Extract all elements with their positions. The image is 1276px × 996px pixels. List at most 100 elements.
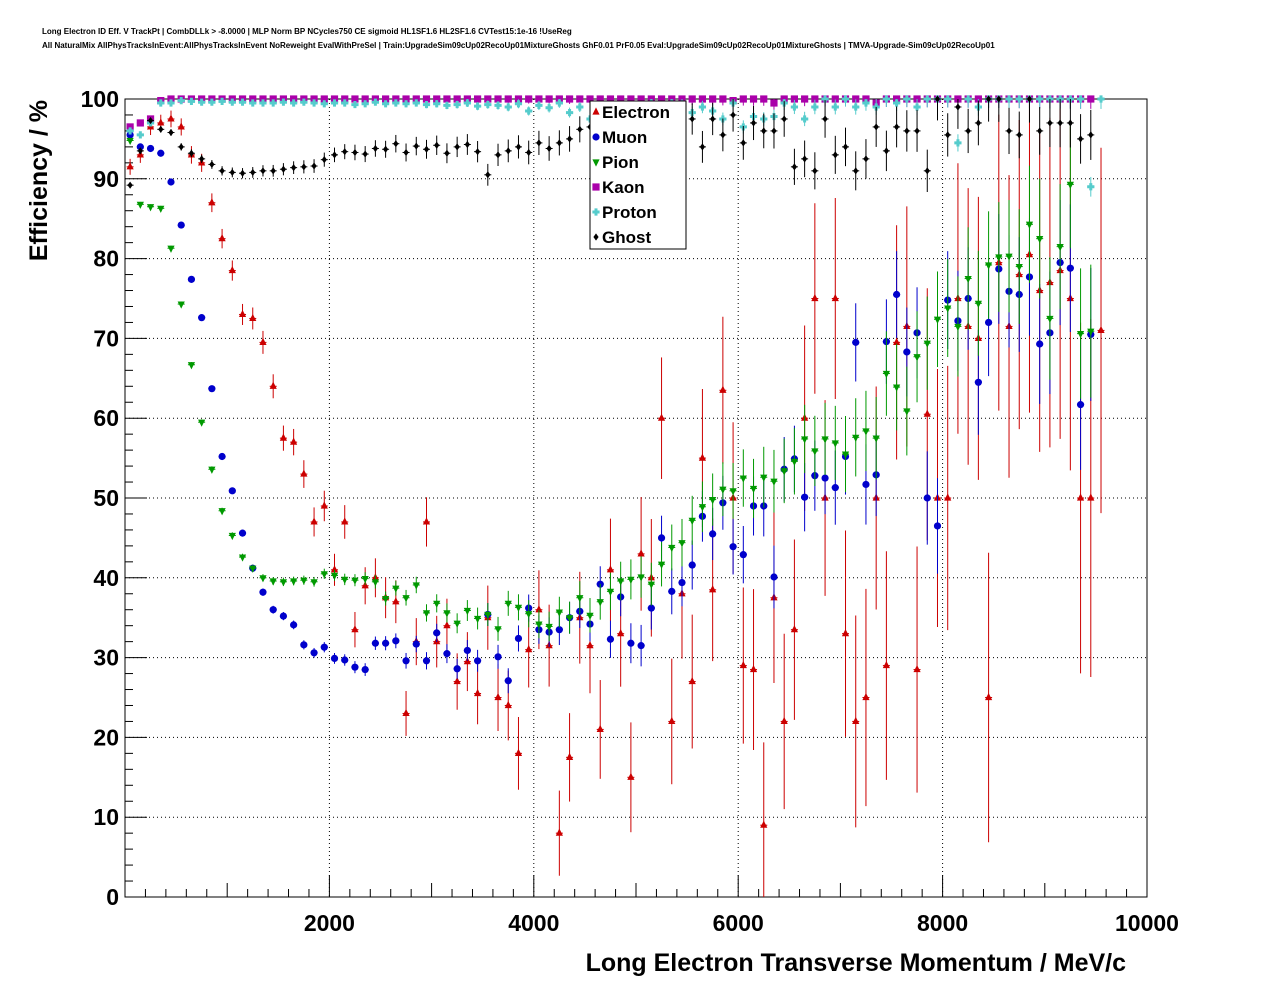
muon-point xyxy=(1076,401,1085,409)
electron-point xyxy=(126,162,134,170)
electron-point xyxy=(525,645,533,653)
pion-point xyxy=(790,458,799,466)
proton-point xyxy=(514,100,523,108)
pion-point xyxy=(668,544,676,553)
muon-point xyxy=(1036,340,1044,348)
proton-point xyxy=(187,97,196,105)
proton-point xyxy=(1087,183,1095,191)
pion-point xyxy=(576,595,584,603)
ghost-point xyxy=(280,165,287,173)
proton-point xyxy=(1036,95,1044,103)
kaon-point xyxy=(167,95,175,103)
x-tick-label: 8000 xyxy=(917,910,968,936)
pion-point xyxy=(412,582,420,590)
proton-point xyxy=(330,99,339,107)
proton-point xyxy=(545,104,553,112)
proton-point xyxy=(208,98,216,106)
muon-point xyxy=(382,639,390,647)
ghost-point xyxy=(985,95,992,103)
pion-point xyxy=(187,362,196,370)
y-tick-label: 20 xyxy=(93,724,119,750)
y-axis-title: Efficiency / % xyxy=(25,100,53,261)
pion-point xyxy=(371,579,379,587)
pion-point xyxy=(760,474,768,482)
electron-point xyxy=(514,748,523,756)
axes: 2000 4000 6000 8000 10000 0 10 20 30 40 50 60 70 80 90… xyxy=(81,86,1179,936)
legend-marker-electron xyxy=(592,107,600,115)
muon-point xyxy=(126,131,134,139)
kaon-point xyxy=(310,95,318,103)
electron-point xyxy=(637,549,645,557)
kaon-point xyxy=(709,95,717,103)
x-axis-title: Long Electron Transverse Momentum / MeV/… xyxy=(586,949,1127,977)
proton-point xyxy=(310,99,318,107)
muon-point xyxy=(821,474,829,482)
muon-point xyxy=(412,640,420,648)
pion-point xyxy=(259,575,267,583)
kaon-point xyxy=(269,95,277,103)
muon-point xyxy=(1066,264,1074,272)
y-tick-label: 30 xyxy=(93,645,119,671)
electron-point xyxy=(453,676,461,685)
proton-point xyxy=(177,96,185,105)
figure-header-line2: All NaturalMix AllPhysTracksInEvent:AllP… xyxy=(42,41,995,50)
muon-point xyxy=(269,606,277,614)
muon-point xyxy=(402,657,410,665)
ghost-point xyxy=(321,156,327,164)
muon-point xyxy=(504,677,512,685)
muon-point xyxy=(238,529,247,537)
muon-point xyxy=(514,634,523,643)
electron-point xyxy=(402,708,410,717)
pion-point xyxy=(422,610,431,618)
kaon-point xyxy=(525,95,533,103)
electron-point xyxy=(780,716,788,725)
proton-point xyxy=(913,103,921,111)
pion-point xyxy=(657,561,666,569)
pion-point xyxy=(473,615,482,624)
ghost-point xyxy=(832,151,838,159)
kaon-point xyxy=(770,99,778,107)
ghost-point xyxy=(873,123,879,131)
pion-point xyxy=(361,575,369,584)
muon-point xyxy=(668,587,676,595)
ghost-point xyxy=(1088,131,1094,139)
pion-point xyxy=(647,581,655,589)
muon-point xyxy=(392,637,400,645)
pion-point xyxy=(402,595,410,603)
kaon-point xyxy=(392,95,400,103)
ghost-point xyxy=(383,145,389,153)
electron-point xyxy=(422,517,431,525)
ghost-point xyxy=(219,167,225,175)
legend-label-pion: Pion xyxy=(602,153,639,172)
ghost-point xyxy=(168,128,174,137)
pion-point xyxy=(535,621,543,629)
pion-point xyxy=(320,571,328,579)
electron-point xyxy=(167,114,175,122)
proton-point xyxy=(167,99,175,107)
pion-point xyxy=(780,468,788,476)
kaon-point xyxy=(760,95,768,103)
pion-point xyxy=(310,579,318,587)
pion-point xyxy=(167,245,175,253)
pion-point xyxy=(218,508,226,516)
kaon-point xyxy=(504,95,512,103)
y-tick-label: 40 xyxy=(93,565,119,591)
muon-point xyxy=(279,612,288,620)
pion-point xyxy=(1087,328,1095,336)
ghost-point xyxy=(894,123,900,131)
proton-point xyxy=(698,103,707,111)
proton-point xyxy=(126,127,134,135)
kaon-point xyxy=(811,95,819,103)
muon-point xyxy=(371,639,379,647)
pion-point xyxy=(872,435,880,443)
pion-point xyxy=(709,496,717,505)
pion-point xyxy=(269,578,277,586)
muon-point xyxy=(903,348,911,356)
ghost-point xyxy=(802,155,808,163)
electron-point xyxy=(504,700,512,709)
ghost-point xyxy=(720,131,726,139)
pion-point xyxy=(555,609,563,617)
pion-point xyxy=(678,540,686,548)
muon-point xyxy=(933,522,942,530)
ghost-point xyxy=(342,148,348,156)
